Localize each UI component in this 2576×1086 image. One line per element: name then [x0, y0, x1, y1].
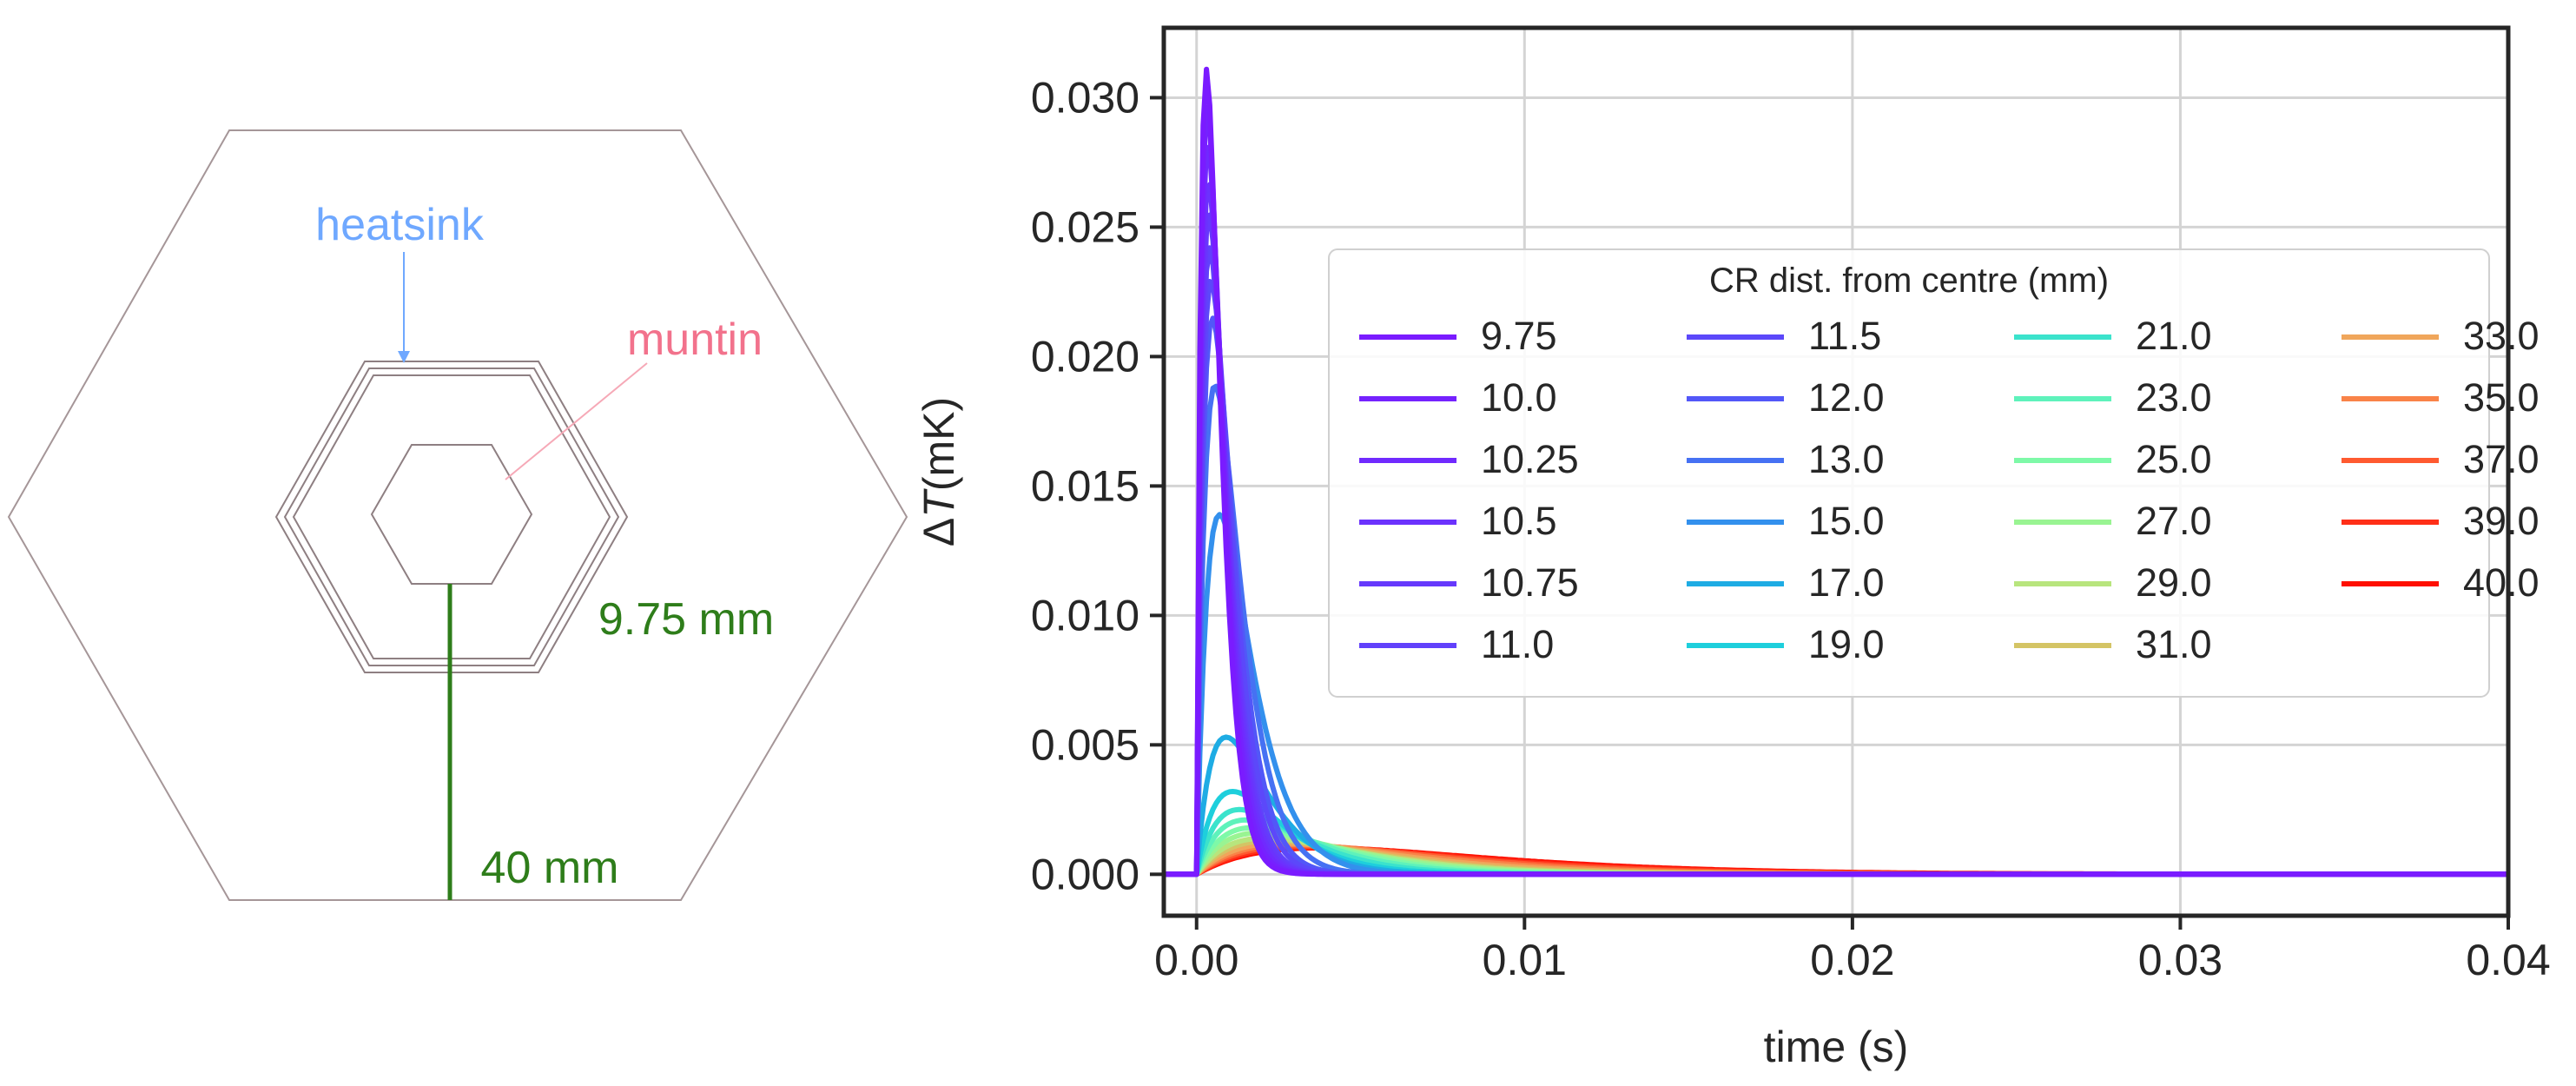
inner-dimension-label: 9.75 mm [598, 594, 774, 645]
muntin-hexagon [370, 444, 533, 585]
plot-frame [1161, 25, 2511, 918]
x-tick-label: 0.02 [1810, 936, 1894, 984]
y-tick-label: 0.030 [1031, 73, 1139, 122]
y-tick-label: 0.015 [1031, 461, 1139, 510]
legend-label: 27.0 [2136, 499, 2212, 543]
x-axis-label: time (s) [1764, 1023, 1909, 1071]
legend-box [1328, 248, 2490, 698]
x-tick-label: 0.04 [2466, 936, 2550, 984]
legend-label: 17.0 [1808, 560, 1885, 605]
legend-label: 37.0 [2463, 437, 2540, 481]
legend-label: 11.5 [1808, 314, 1881, 358]
legend-label: 29.0 [2136, 560, 2212, 605]
legend-label: 10.25 [1481, 437, 1579, 481]
legend-items: 9.75 10.0 10.25 10.5 10.75 11.0 11.5 12.0 13.0 15… [1359, 314, 2540, 666]
legend-label: 13.0 [1808, 437, 1885, 481]
legend-label: 21.0 [2136, 314, 2212, 358]
legend-label: 35.0 [2463, 375, 2540, 420]
legend-label: 9.75 [1481, 314, 1557, 358]
y-tick-label: 0.005 [1031, 720, 1139, 769]
y-tick-label: 0.020 [1031, 332, 1139, 381]
y-axis-label-delta: Δ [915, 518, 963, 546]
legend-title: CR dist. from centre (mm) [1709, 262, 2109, 300]
muntin-label: muntin [627, 315, 763, 365]
legend-label: 15.0 [1808, 499, 1885, 543]
legend-label: 40.0 [2463, 560, 2540, 605]
outer-hexagon [7, 129, 908, 901]
y-tick-label: 0.010 [1031, 591, 1139, 639]
heatsink-hexagon [274, 361, 629, 673]
legend-label: 39.0 [2463, 499, 2540, 543]
y-axis-ticks: 0.000 0.005 0.010 0.015 0.020 0.025 0.030 [1031, 73, 1164, 898]
muntin-pointer [505, 362, 648, 480]
y-axis-label: ΔT(mK) [915, 397, 963, 546]
outer-dimension-label: 40 mm [481, 843, 619, 893]
y-axis-label-var: T [915, 488, 963, 518]
y-axis-label-unit: (mK) [915, 397, 963, 491]
legend-label: 31.0 [2136, 622, 2212, 666]
legend-label: 25.0 [2136, 437, 2212, 481]
legend-label: 19.0 [1808, 622, 1885, 666]
legend-label: 12.0 [1808, 375, 1885, 420]
legend-label: 10.75 [1481, 560, 1579, 605]
legend-label: 23.0 [2136, 375, 2212, 420]
y-tick-label: 0.025 [1031, 202, 1139, 251]
series-line-9.75 [1164, 66, 2508, 877]
x-tick-label: 0.01 [1483, 936, 1567, 984]
hexagon-geometry-diagram: heatsink muntin 9.75 mm 40 mm [7, 129, 908, 901]
heatsink-arrowhead [398, 351, 410, 363]
legend-label: 10.5 [1481, 499, 1557, 543]
x-tick-label: 0.00 [1154, 936, 1238, 984]
series-curves [1164, 66, 2508, 877]
legend: CR dist. from centre (mm) 9.75 10.0 10.25 1… [1328, 248, 2540, 698]
legend-label: 10.0 [1481, 375, 1557, 420]
temperature-response-chart: 0.00 0.01 0.02 0.03 0.04 0.000 0.005 0.010 0.01… [915, 25, 2551, 1071]
y-tick-label: 0.000 [1031, 850, 1139, 898]
legend-label: 33.0 [2463, 314, 2540, 358]
x-tick-label: 0.03 [2138, 936, 2223, 984]
legend-label: 11.0 [1481, 622, 1554, 666]
heatsink-label: heatsink [315, 200, 485, 250]
x-axis-ticks: 0.00 0.01 0.02 0.03 0.04 [1154, 916, 2551, 984]
